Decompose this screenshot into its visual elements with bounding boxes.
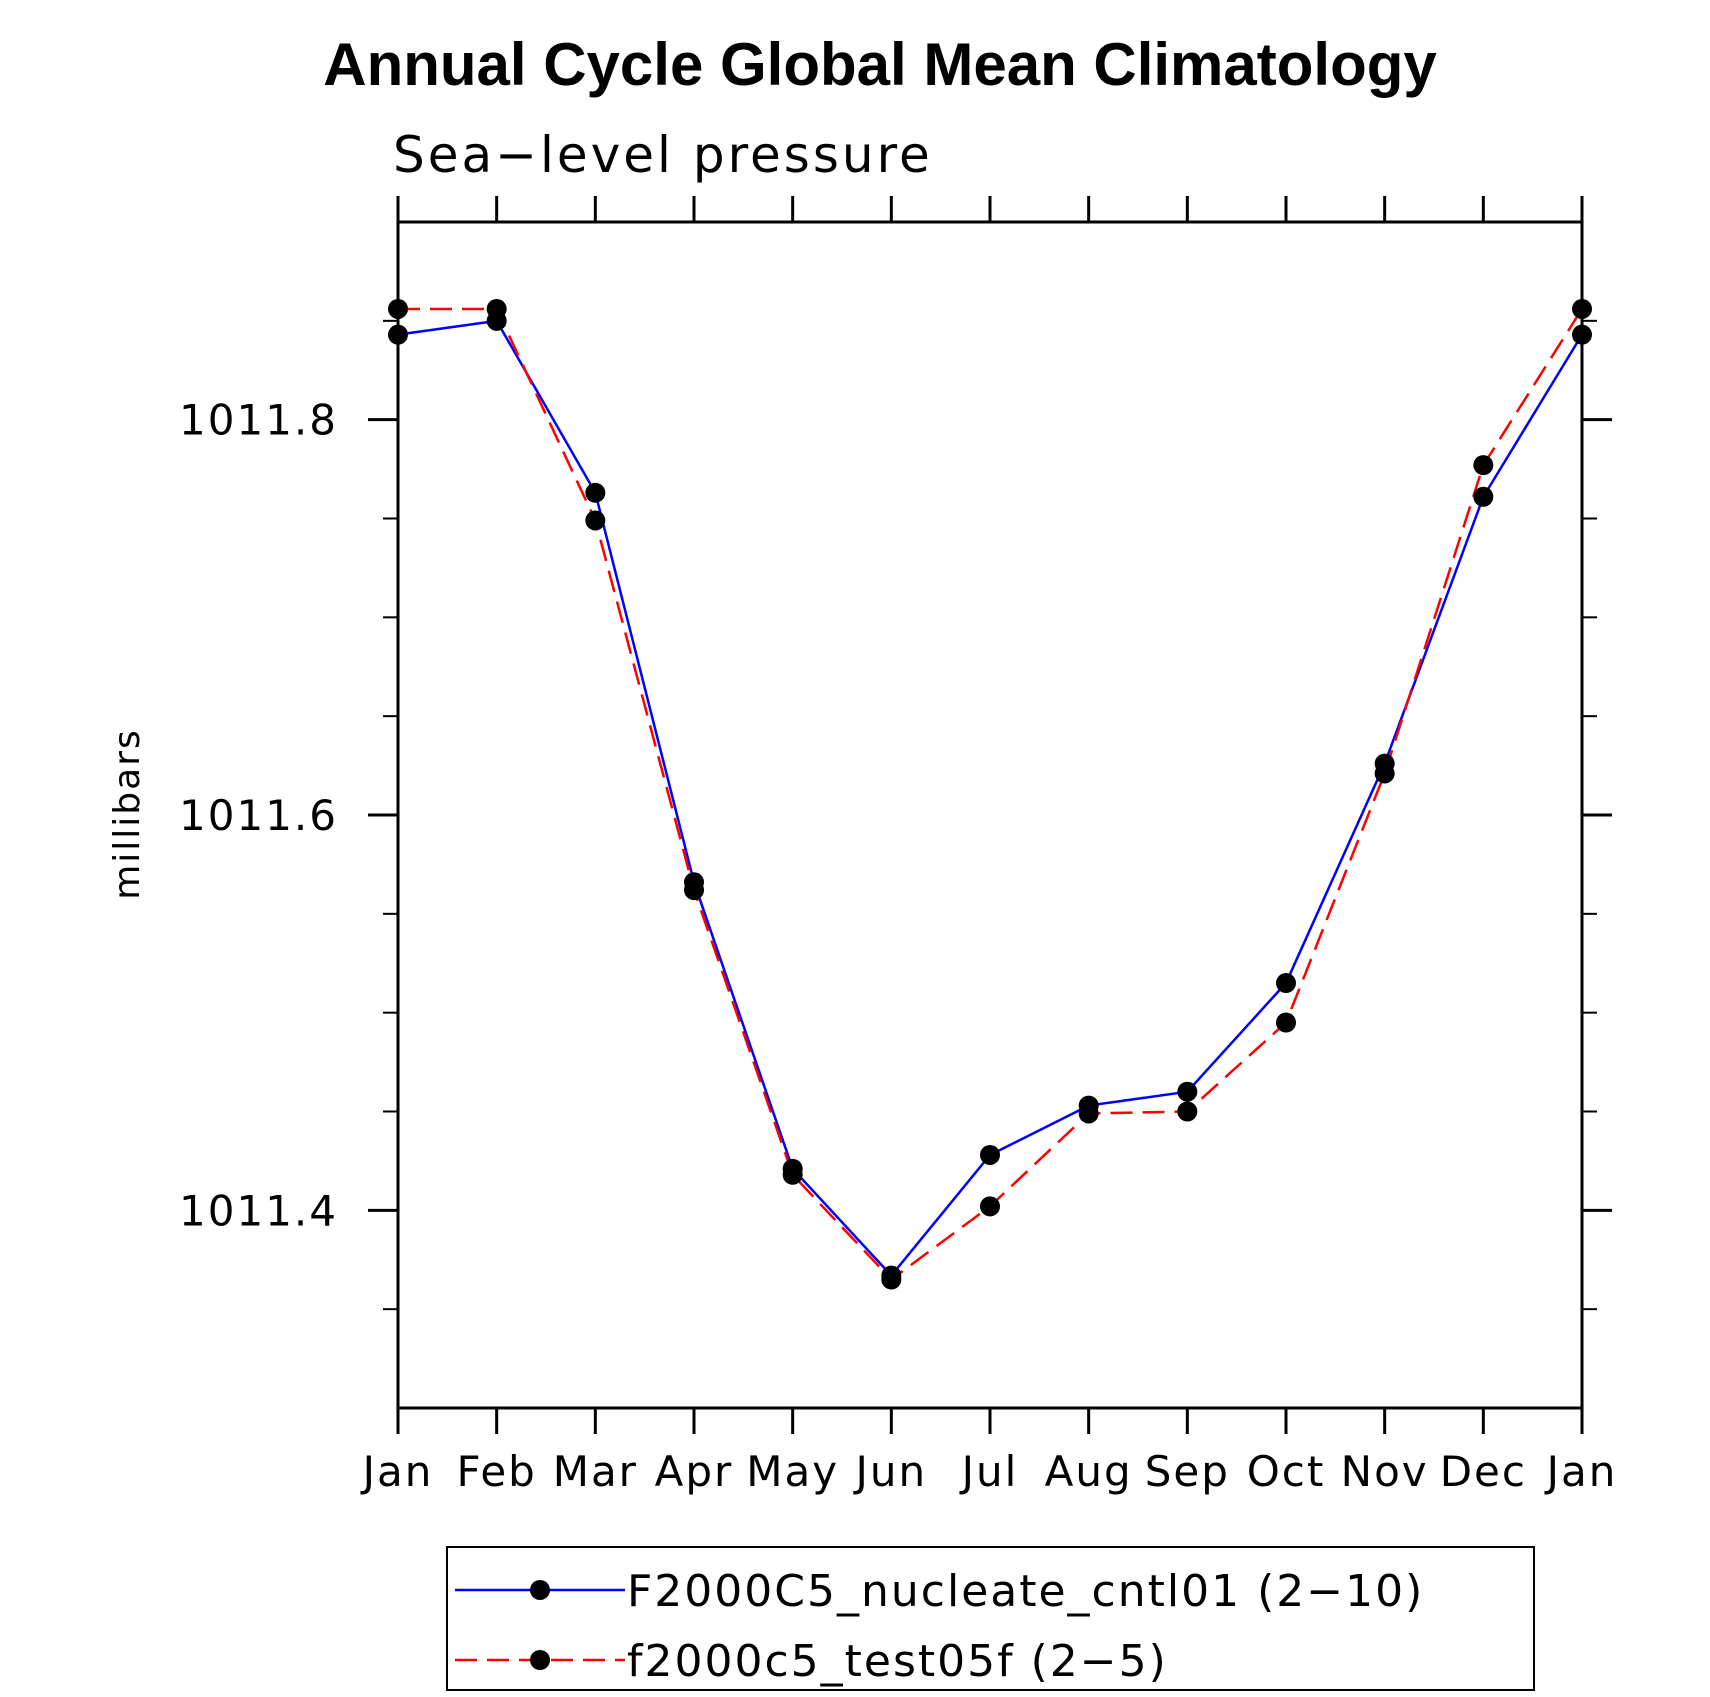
x-axis-ticks: Jan Feb Mar Apr May Jun Jul Aug Sep Oct Nov Dec Jan [360, 196, 1618, 1496]
x-tick-label: May [746, 1447, 839, 1496]
data-point-series-2 [980, 1196, 1000, 1217]
y-tick-label: 1011.4 [179, 1186, 338, 1235]
data-point-series-1 [585, 482, 606, 503]
legend-box [446, 1546, 1535, 1691]
y-tick-label: 1011.6 [179, 791, 338, 840]
y-axis-label: millibars [107, 728, 148, 900]
x-tick-label: Oct [1247, 1447, 1326, 1496]
data-point-series-2 [585, 510, 606, 531]
x-tick-label: Feb [456, 1447, 536, 1496]
series-line-1 [397, 319, 1584, 1278]
data-point-series-2 [881, 1269, 902, 1290]
x-tick-label: Mar [553, 1447, 638, 1496]
legend-marker-2 [530, 1650, 550, 1670]
legend: F2000C5_nucleate_cntl01 (2−10) f2000c5_te… [446, 1546, 1535, 1691]
data-point-series-1 [980, 1144, 1000, 1165]
x-tick-label: Jan [1544, 1447, 1618, 1496]
legend-label-1: F2000C5_nucleate_cntl01 (2−10) [627, 1566, 1424, 1617]
data-point-series-2 [1572, 298, 1592, 319]
data-point-series-2 [1276, 1012, 1296, 1033]
data-point-series-2 [1177, 1101, 1198, 1122]
x-tick-label: Apr [655, 1447, 734, 1496]
legend-label-2: f2000c5_test05f (2−5) [627, 1636, 1168, 1687]
chart-title: Annual Cycle Global Mean Climatology [323, 31, 1437, 98]
data-point-series-2 [1078, 1103, 1099, 1124]
x-tick-label: Sep [1145, 1447, 1230, 1496]
data-point-series-1 [1473, 486, 1494, 507]
data-point-series-2 [684, 880, 704, 901]
data-point-series-1 [1177, 1081, 1198, 1102]
y-tick-label: 1011.8 [179, 396, 338, 445]
plot-border [396, 220, 1584, 1410]
data-point-series-2 [486, 298, 507, 319]
chart-subtitle: Sea−level pressure [393, 126, 933, 184]
x-tick-label: Jan [360, 1447, 434, 1496]
x-tick-label: Jun [853, 1447, 928, 1496]
x-tick-label: Nov [1341, 1447, 1429, 1496]
plot-frame [396, 220, 1584, 1410]
legend-marker-1 [530, 1580, 550, 1600]
x-tick-label: Jul [959, 1447, 1019, 1496]
data-point-series-1 [1572, 324, 1592, 345]
series-line-2 [398, 307, 1584, 1282]
data-point-series-2 [782, 1164, 803, 1185]
data-point-series-1 [1276, 973, 1296, 994]
data-point-series-2 [1473, 455, 1494, 476]
x-tick-label: Aug [1045, 1447, 1133, 1496]
y-axis-ticks: 1011.4 1011.6 1011.8 [179, 319, 1612, 1311]
data-point-series-2 [388, 298, 408, 319]
x-tick-label: Dec [1440, 1447, 1527, 1496]
data-point-series-2 [1374, 763, 1395, 784]
data-point-series-1 [388, 324, 408, 345]
series-layer [388, 298, 1592, 1290]
